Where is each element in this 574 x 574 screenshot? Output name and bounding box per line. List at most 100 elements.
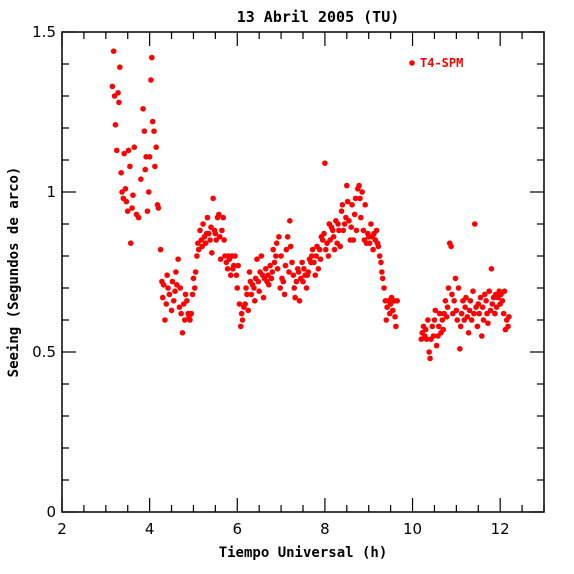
data-point <box>216 211 222 218</box>
data-point <box>170 298 177 304</box>
data-point <box>245 307 252 314</box>
data-point <box>479 304 486 311</box>
data-point <box>266 282 272 288</box>
data-point <box>117 64 123 70</box>
data-point <box>233 272 240 279</box>
data-point <box>287 243 294 250</box>
data-point <box>145 189 152 195</box>
legend-label: T4-SPM <box>420 56 463 70</box>
data-point <box>121 150 128 157</box>
data-point <box>464 314 471 320</box>
data-point <box>312 272 319 279</box>
data-point <box>487 307 494 314</box>
data-point <box>169 278 176 285</box>
data-point <box>243 285 249 291</box>
data-point <box>300 278 306 285</box>
data-point <box>462 304 468 311</box>
data-point <box>236 301 243 307</box>
data-point <box>251 285 257 291</box>
data-point <box>157 246 164 253</box>
data-point <box>319 237 326 243</box>
chart-title: 13 Abril 2005 (TU) <box>237 8 400 26</box>
data-point <box>278 253 284 259</box>
data-point <box>357 195 363 202</box>
data-point <box>322 160 328 166</box>
x-tick-label: 6 <box>232 520 242 538</box>
data-point <box>184 298 190 304</box>
data-point <box>458 310 465 317</box>
data-point <box>436 310 443 317</box>
data-point <box>148 77 154 83</box>
data-point <box>164 272 170 279</box>
data-point <box>237 323 244 330</box>
data-point <box>379 275 386 282</box>
data-point <box>293 278 300 285</box>
data-point <box>478 333 485 339</box>
data-point <box>422 326 429 333</box>
data-point <box>258 253 265 259</box>
data-point <box>127 163 133 170</box>
data-point <box>368 221 374 227</box>
data-point <box>308 253 315 259</box>
data-point <box>209 250 215 256</box>
data-point <box>252 298 258 304</box>
data-point <box>194 253 200 259</box>
data-point <box>202 240 209 246</box>
data-point <box>335 221 341 227</box>
data-point <box>358 214 364 221</box>
data-point <box>220 214 227 221</box>
data-point <box>393 323 399 330</box>
data-point <box>471 221 478 227</box>
data-point <box>329 227 336 234</box>
data-point <box>337 243 344 250</box>
data-point <box>283 246 290 253</box>
data-point <box>287 218 293 224</box>
data-point <box>311 259 317 266</box>
data-point <box>373 227 380 234</box>
data-point <box>267 262 273 269</box>
data-point <box>268 275 275 282</box>
data-point <box>159 294 166 301</box>
data-point <box>465 330 472 336</box>
data-point <box>165 285 171 291</box>
data-point <box>350 237 357 243</box>
data-point <box>360 227 367 234</box>
data-point <box>235 262 241 269</box>
data-point <box>349 202 355 208</box>
data-point <box>344 182 350 189</box>
data-point <box>239 317 246 323</box>
data-point <box>178 310 184 317</box>
data-point <box>271 259 278 266</box>
data-point <box>376 253 383 259</box>
data-point <box>436 323 442 330</box>
data-point <box>346 218 352 224</box>
data-point <box>351 211 358 218</box>
data-point <box>322 246 329 253</box>
data-point <box>129 205 135 211</box>
data-point <box>219 227 225 234</box>
data-point <box>109 83 116 90</box>
data-point <box>445 285 452 291</box>
data-point <box>482 291 488 298</box>
data-point <box>217 256 224 263</box>
data-point <box>260 294 267 301</box>
data-point <box>431 317 438 323</box>
data-point <box>353 227 360 234</box>
data-point <box>289 259 295 266</box>
data-point <box>426 349 432 355</box>
data-point <box>313 253 319 259</box>
data-point <box>192 269 199 275</box>
data-point <box>359 189 365 195</box>
data-point <box>205 230 212 237</box>
data-point <box>127 240 134 246</box>
data-point <box>352 195 359 202</box>
data-point <box>449 291 455 298</box>
legend-marker <box>409 60 415 66</box>
data-point <box>277 285 284 291</box>
data-point <box>273 253 279 259</box>
data-point <box>471 310 477 317</box>
data-point <box>467 298 474 304</box>
data-point <box>135 214 142 221</box>
data-point <box>340 227 347 234</box>
